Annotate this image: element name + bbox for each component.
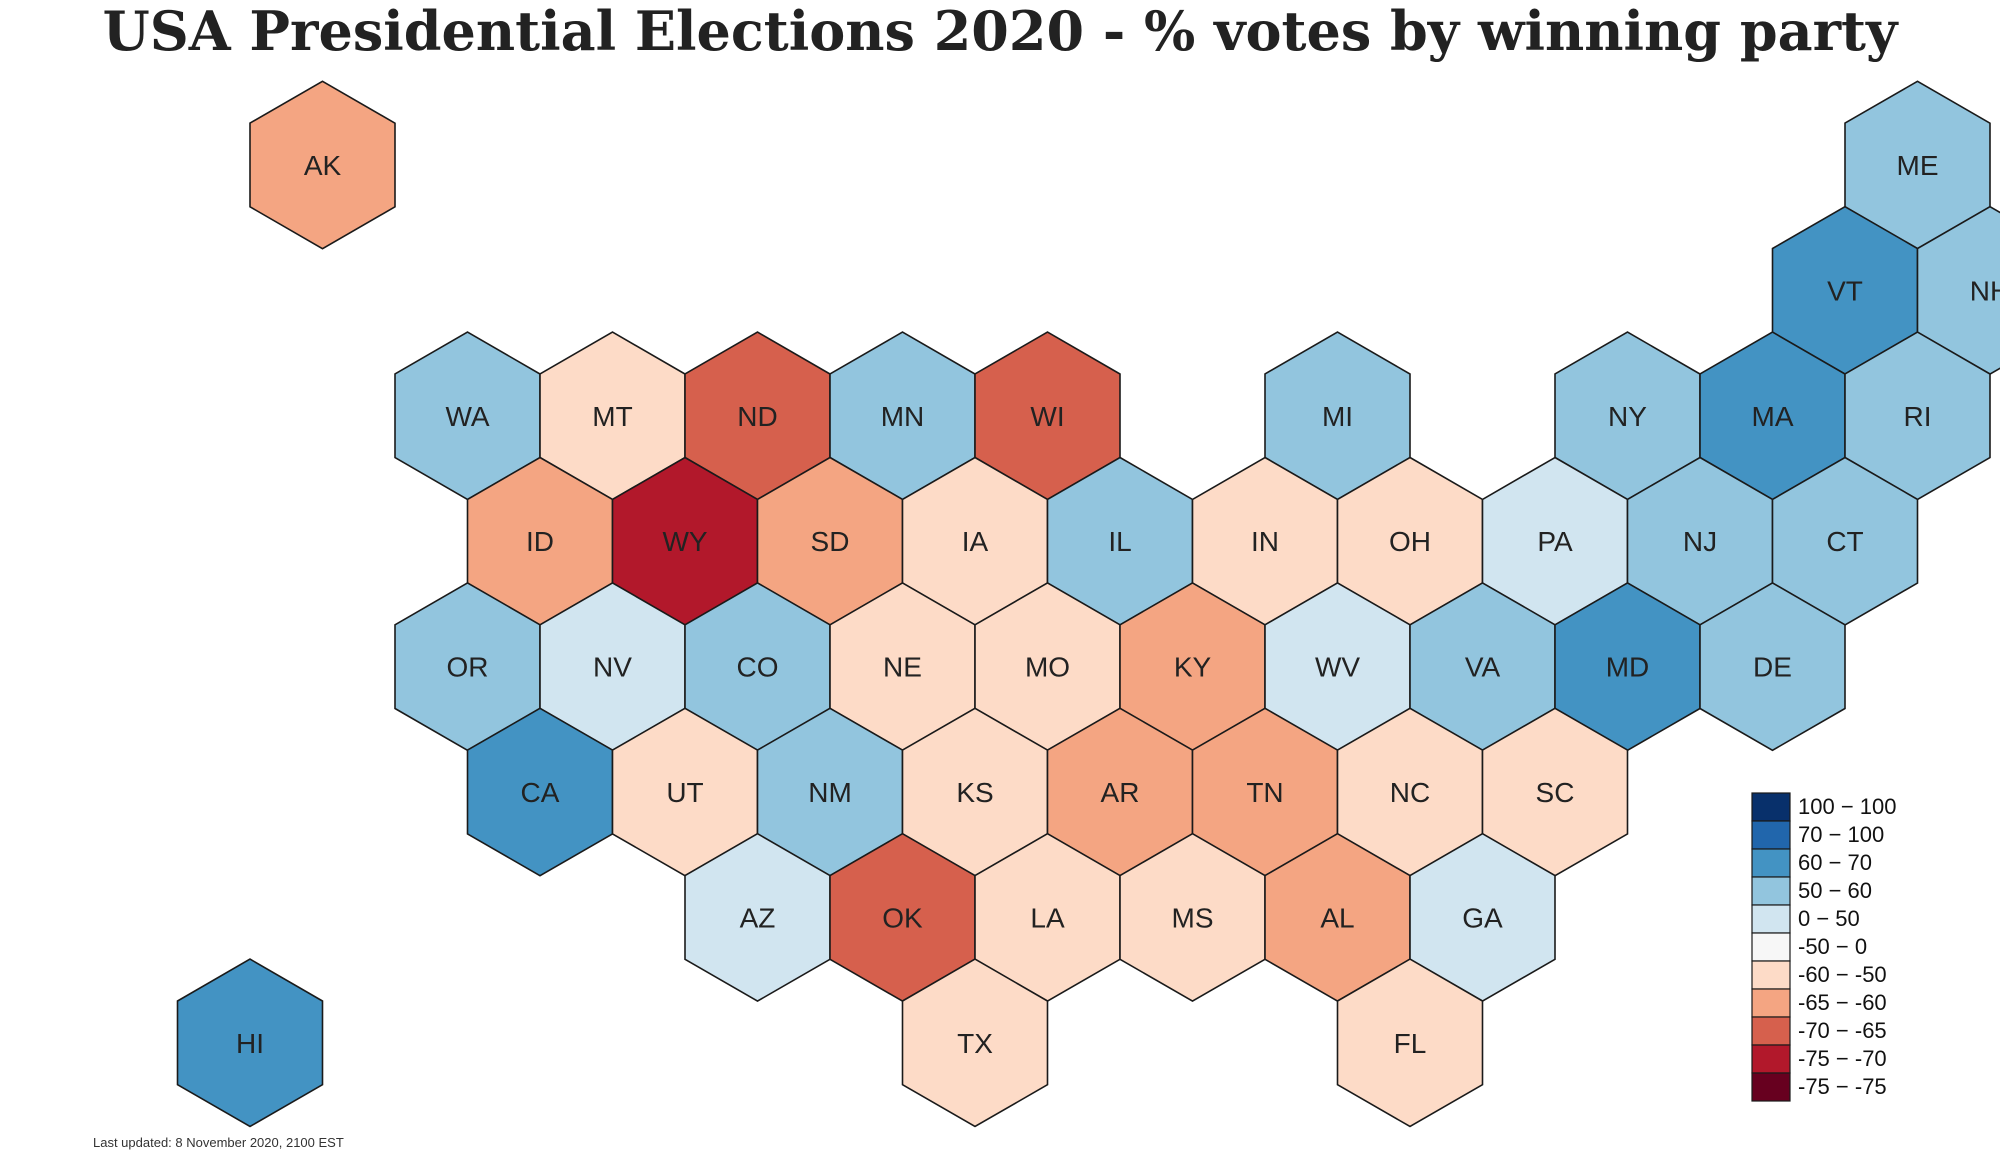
state-label: AK xyxy=(304,150,342,181)
legend-label: -60 − -50 xyxy=(1798,962,1887,987)
legend-swatch xyxy=(1752,793,1790,821)
state-label: WI xyxy=(1030,401,1064,432)
state-label: CA xyxy=(521,777,560,808)
legend-swatch xyxy=(1752,933,1790,961)
legend-label: -75 − -75 xyxy=(1798,1074,1887,1099)
legend-label: 0 − 50 xyxy=(1798,906,1860,931)
state-label: MI xyxy=(1322,401,1353,432)
state-label: NY xyxy=(1608,401,1647,432)
legend-swatch xyxy=(1752,1045,1790,1073)
state-label: AR xyxy=(1101,777,1140,808)
state-label: AL xyxy=(1320,902,1354,933)
state-label: LA xyxy=(1030,902,1065,933)
state-label: CO xyxy=(737,652,779,683)
state-label: NE xyxy=(883,652,922,683)
legend-label: 50 − 60 xyxy=(1798,878,1872,903)
state-label: NH xyxy=(1970,275,2000,306)
state-label: ME xyxy=(1897,150,1939,181)
state-label: SD xyxy=(811,526,850,557)
state-label: PA xyxy=(1537,526,1573,557)
legend-label: -70 − -65 xyxy=(1798,1018,1887,1043)
state-label: WA xyxy=(445,401,489,432)
state-label: MS xyxy=(1172,902,1214,933)
legend-label: -75 − -70 xyxy=(1798,1046,1887,1071)
state-label: GA xyxy=(1462,902,1503,933)
state-label: WY xyxy=(662,526,707,557)
state-label: RI xyxy=(1904,401,1932,432)
state-label: TN xyxy=(1246,777,1283,808)
legend-label: -65 − -60 xyxy=(1798,990,1887,1015)
state-label: DE xyxy=(1753,652,1792,683)
state-label: OK xyxy=(882,902,923,933)
legend-swatch xyxy=(1752,1017,1790,1045)
legend-label: 100 − 100 xyxy=(1798,794,1896,819)
state-label: MD xyxy=(1606,652,1650,683)
state-label: MN xyxy=(881,401,925,432)
state-label: UT xyxy=(666,777,703,808)
state-label: ID xyxy=(526,526,554,557)
state-label: CT xyxy=(1826,526,1863,557)
legend-swatch xyxy=(1752,1073,1790,1101)
state-label: NM xyxy=(808,777,852,808)
state-label: IL xyxy=(1108,526,1131,557)
state-label: ND xyxy=(737,401,777,432)
state-label: MA xyxy=(1752,401,1794,432)
state-label: IN xyxy=(1251,526,1279,557)
legend-swatch xyxy=(1752,905,1790,933)
state-label: MO xyxy=(1025,652,1070,683)
state-label: VT xyxy=(1827,275,1863,306)
state-label: AZ xyxy=(740,902,776,933)
state-label: TX xyxy=(957,1028,993,1059)
state-label: HI xyxy=(236,1028,264,1059)
state-label: WV xyxy=(1315,652,1360,683)
state-label: NV xyxy=(593,652,632,683)
legend-swatch xyxy=(1752,989,1790,1017)
last-updated-note: Last updated: 8 November 2020, 2100 EST xyxy=(93,1135,344,1150)
legend-label: 70 − 100 xyxy=(1798,822,1884,847)
state-hex-hi[interactable]: HI xyxy=(178,959,323,1126)
legend-swatch xyxy=(1752,821,1790,849)
state-label: OH xyxy=(1389,526,1431,557)
state-label: KS xyxy=(956,777,993,808)
legend: 100 − 100 70 − 100 60 − 70 50 − 60 0 − 50 -50… xyxy=(1752,793,1896,1101)
state-label: VA xyxy=(1465,652,1501,683)
map-title: USA Presidential Elections 2020 - % vote… xyxy=(0,0,2000,62)
legend-label: -50 − 0 xyxy=(1798,934,1867,959)
state-hex-ak[interactable]: AK xyxy=(250,81,395,248)
state-label: IA xyxy=(962,526,989,557)
legend-swatch xyxy=(1752,961,1790,989)
legend-label: 60 − 70 xyxy=(1798,850,1872,875)
state-label: FL xyxy=(1394,1028,1427,1059)
state-label: MT xyxy=(592,401,632,432)
state-label: SC xyxy=(1536,777,1575,808)
state-label: NC xyxy=(1390,777,1430,808)
state-label: NJ xyxy=(1683,526,1717,557)
state-label: KY xyxy=(1174,652,1212,683)
state-label: OR xyxy=(447,652,489,683)
legend-swatch xyxy=(1752,877,1790,905)
legend-swatch xyxy=(1752,849,1790,877)
